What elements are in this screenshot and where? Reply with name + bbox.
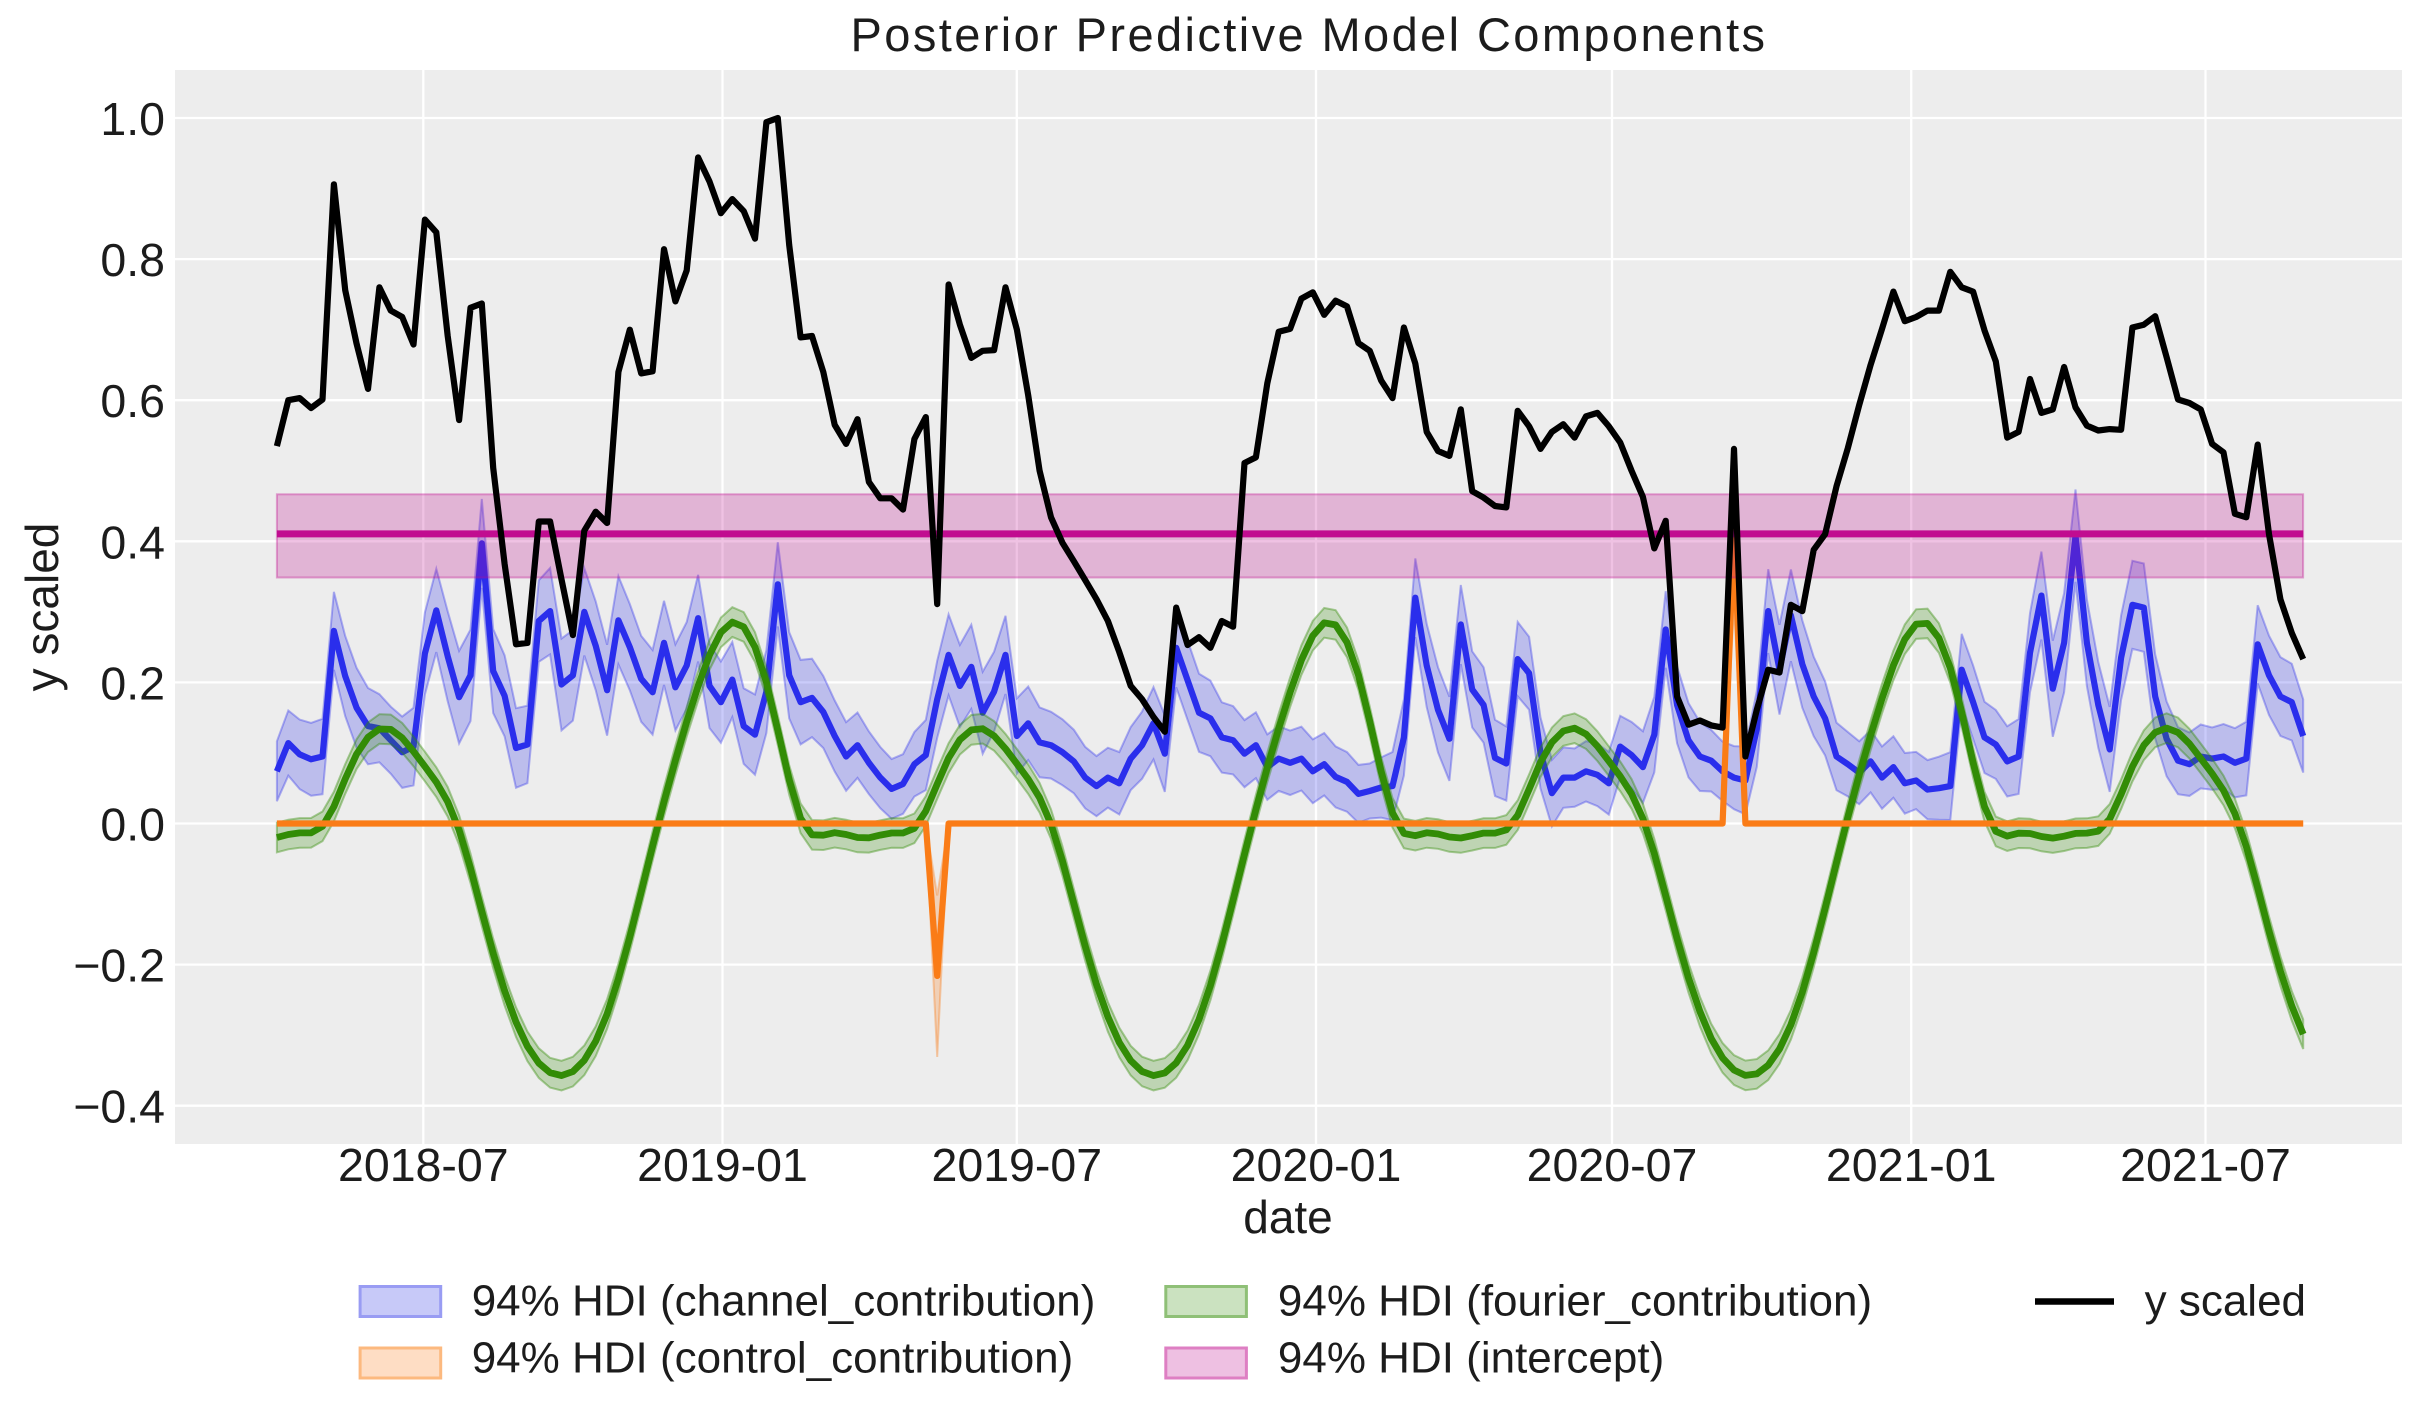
svg-text:1.0: 1.0 xyxy=(100,93,165,145)
svg-text:0.4: 0.4 xyxy=(100,516,165,568)
svg-text:0.0: 0.0 xyxy=(100,799,165,851)
svg-text:0.6: 0.6 xyxy=(100,375,165,427)
svg-text:94% HDI (intercept): 94% HDI (intercept) xyxy=(1278,1333,1664,1382)
svg-text:2021-07: 2021-07 xyxy=(2120,1139,2291,1191)
svg-text:y scaled: y scaled xyxy=(2145,1277,2306,1326)
svg-text:2018-07: 2018-07 xyxy=(338,1139,509,1191)
svg-text:2021-01: 2021-01 xyxy=(1826,1139,1997,1191)
svg-text:−0.4: −0.4 xyxy=(73,1081,165,1133)
svg-text:2020-01: 2020-01 xyxy=(1231,1139,1402,1191)
svg-text:2019-07: 2019-07 xyxy=(931,1139,1102,1191)
svg-text:2020-07: 2020-07 xyxy=(1527,1139,1698,1191)
svg-text:94% HDI (control_contribution): 94% HDI (control_contribution) xyxy=(472,1333,1074,1382)
svg-text:2019-01: 2019-01 xyxy=(637,1139,808,1191)
svg-text:date: date xyxy=(1243,1191,1333,1243)
svg-text:y scaled: y scaled xyxy=(16,523,68,692)
svg-text:Posterior Predictive Model Com: Posterior Predictive Model Components xyxy=(851,8,1768,61)
svg-text:94% HDI (fourier_contribution): 94% HDI (fourier_contribution) xyxy=(1278,1277,1872,1326)
svg-text:0.8: 0.8 xyxy=(100,234,165,286)
svg-text:94% HDI (channel_contribution): 94% HDI (channel_contribution) xyxy=(472,1277,1096,1326)
svg-text:0.2: 0.2 xyxy=(100,657,165,709)
svg-text:−0.2: −0.2 xyxy=(73,940,165,992)
